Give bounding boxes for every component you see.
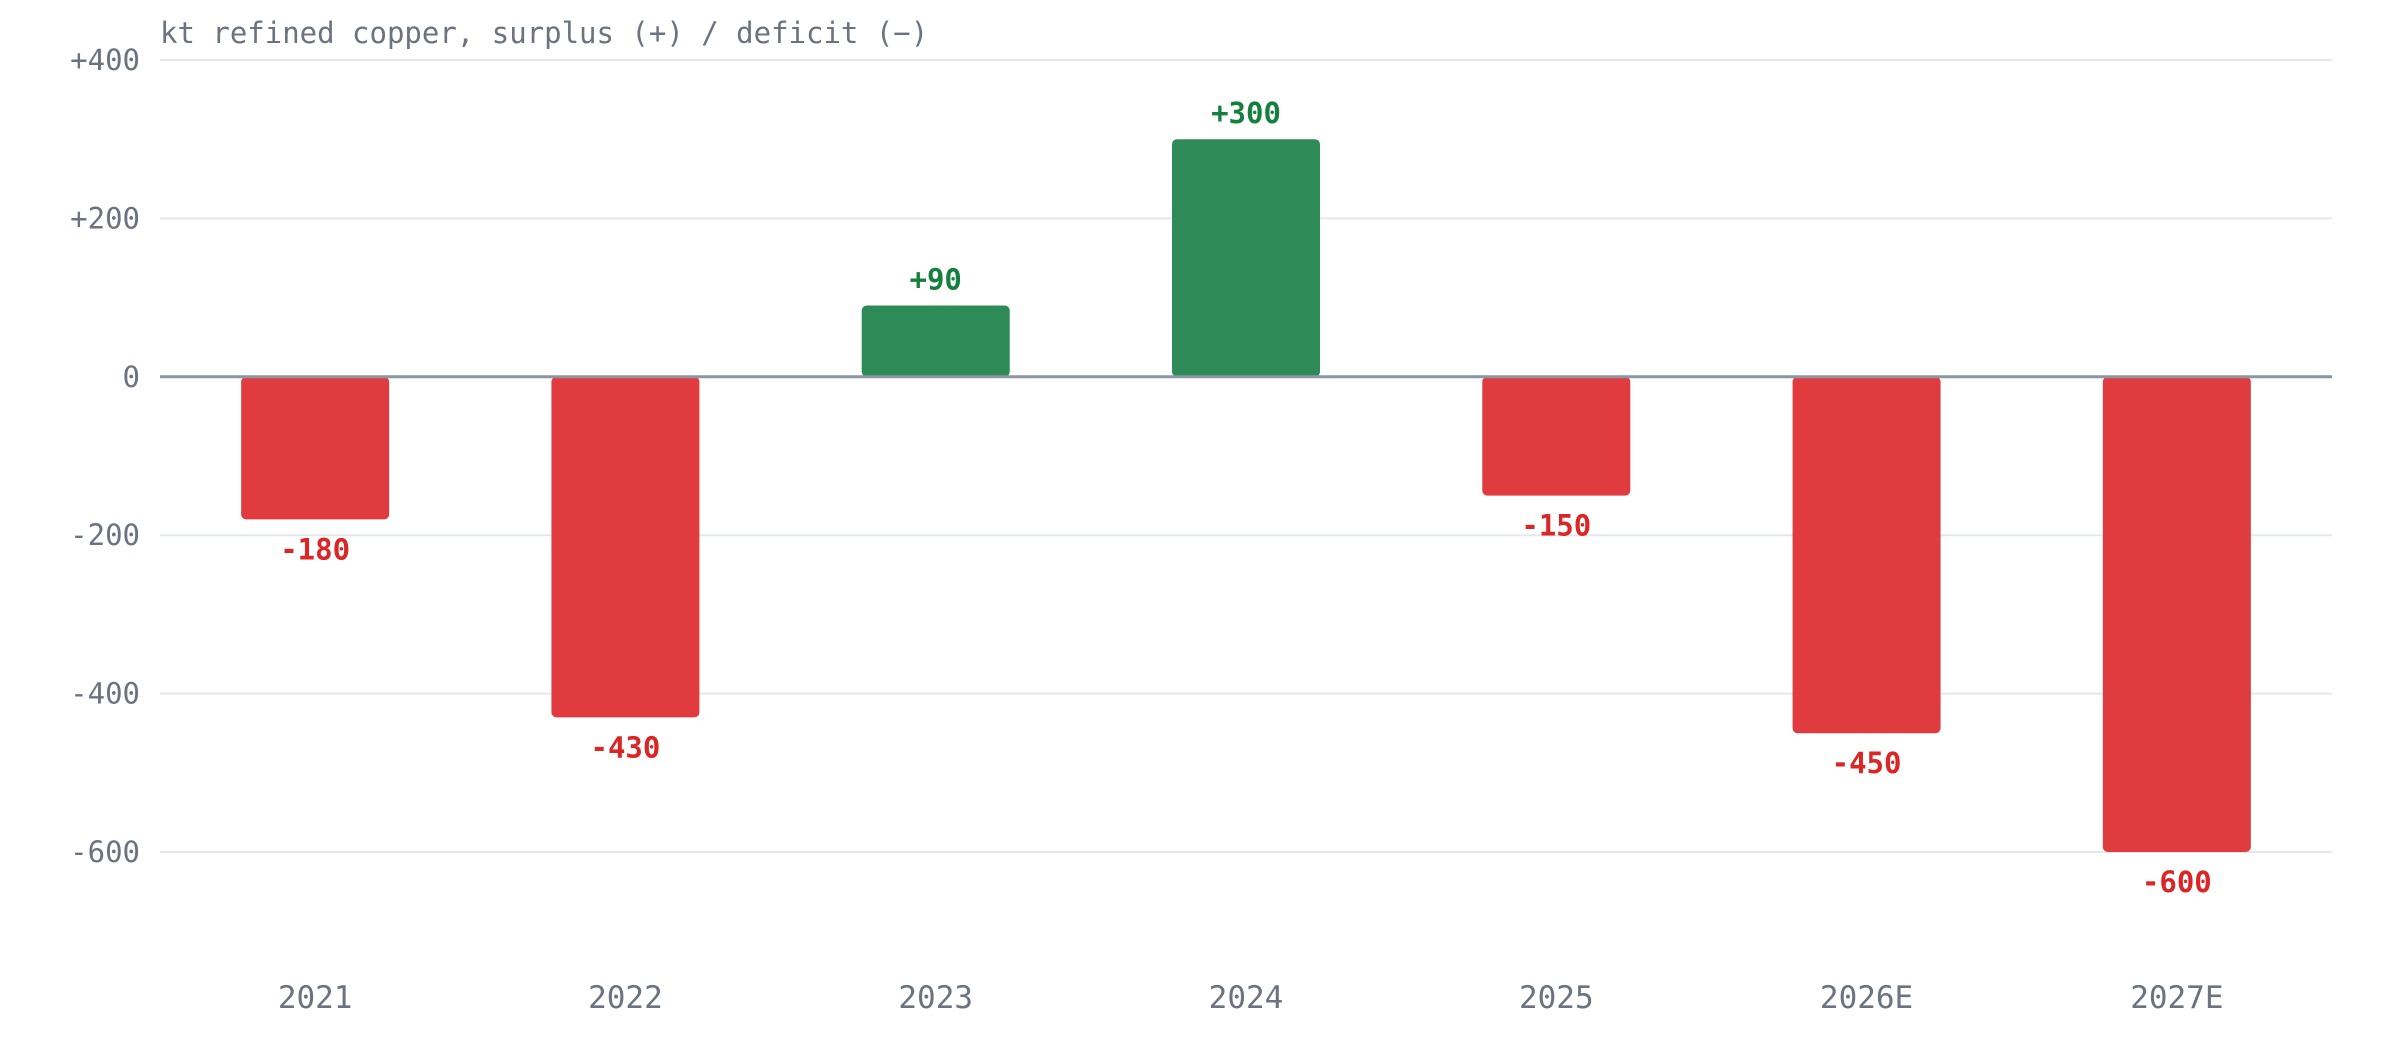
y-tick-label: 0 — [123, 360, 140, 394]
bar-2021 — [241, 376, 390, 520]
data-label-2023: +90 — [910, 263, 962, 297]
bar-2022 — [551, 376, 700, 718]
bar-2025 — [1482, 376, 1631, 496]
y-tick-label: +400 — [70, 43, 140, 77]
x-axis-ticks: 2021 2022 2023 2024 2025 2026E 2027E — [278, 980, 2224, 1016]
bar-2024 — [1172, 139, 1320, 377]
y-tick-label: +200 — [70, 201, 140, 235]
y-axis-ticks: +400 +200 0 -200 -400 -600 — [70, 43, 140, 869]
x-tick-label: 2023 — [898, 980, 973, 1016]
gridlines — [160, 59, 2332, 853]
data-label-2024: +300 — [1211, 96, 1281, 130]
data-label-2022: -430 — [591, 730, 661, 764]
data-label-2025: -150 — [1521, 509, 1591, 543]
y-tick-label: -400 — [70, 677, 140, 711]
x-tick-label: 2022 — [588, 980, 663, 1016]
data-label-2026E: -450 — [1832, 746, 1902, 780]
bar-2023 — [861, 305, 1010, 377]
x-tick-label: 2027E — [2130, 980, 2223, 1016]
data-label-2021: -180 — [280, 532, 350, 566]
x-tick-label: 2025 — [1519, 980, 1594, 1016]
bar-2026E — [1792, 376, 1941, 734]
y-tick-label: -200 — [70, 518, 140, 552]
y-tick-label: -600 — [70, 835, 140, 869]
y-axis-label: kt refined copper, surplus (+) / deficit… — [160, 16, 928, 50]
bar-2027E — [2102, 376, 2251, 852]
data-label-2027E: -600 — [2142, 865, 2212, 899]
data-labels: -180 -430 +90 +300 -150 -450 -600 — [280, 96, 2212, 899]
x-tick-label: 2024 — [1209, 980, 1284, 1016]
x-tick-label: 2026E — [1820, 980, 1913, 1016]
x-tick-label: 2021 — [278, 980, 353, 1016]
bars — [241, 139, 2251, 852]
